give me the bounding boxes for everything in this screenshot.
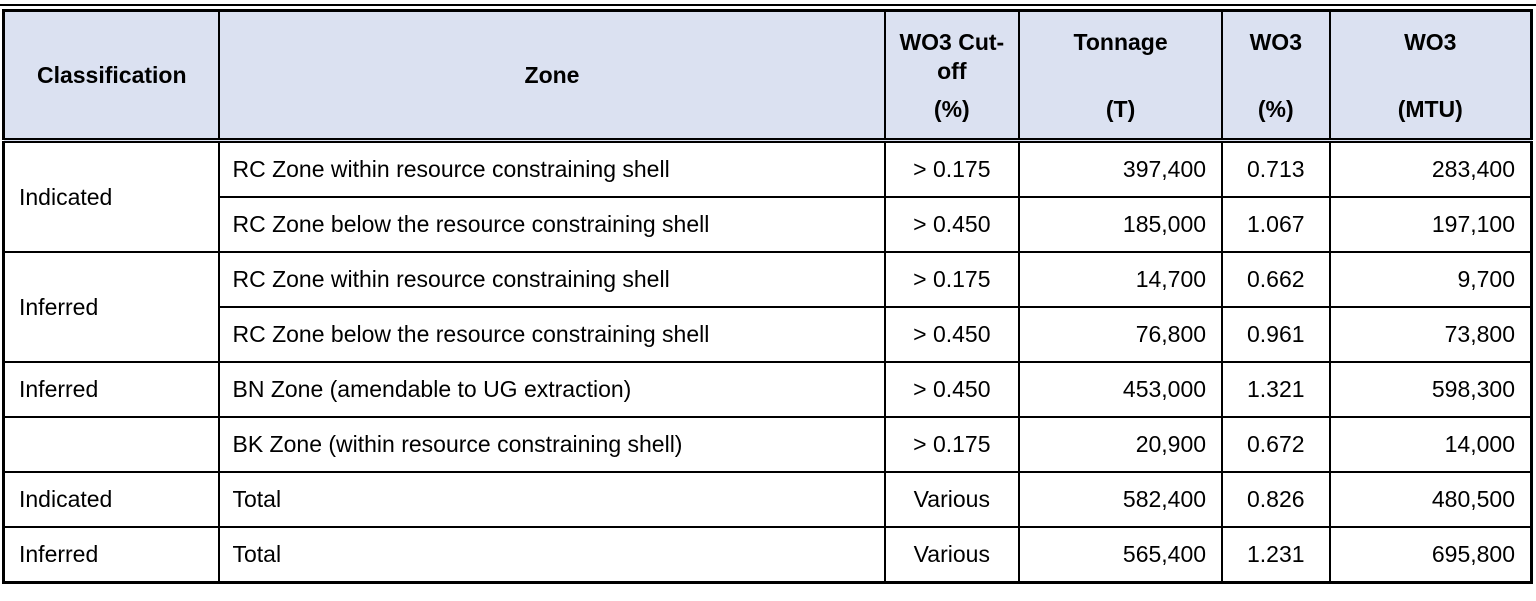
wo3-mtu-cell: 9,700 [1328, 251, 1533, 308]
mineral-resource-table: Classification Zone WO3 Cut-off (%) [2, 9, 1533, 584]
table-row: RC Zone below the resource constraining … [4, 196, 1533, 253]
cutoff-cell: > 0.175 [883, 251, 1021, 308]
header-classification: Classification [2, 9, 221, 143]
wo3-pct-cell: 0.826 [1221, 471, 1331, 528]
tonnage-cell: 76,800 [1018, 306, 1224, 363]
zone-cell: BN Zone (amendable to UG extraction) [218, 361, 886, 418]
header-row: Classification Zone WO3 Cut-off (%) [2, 9, 1533, 143]
cutoff-cell: Various [883, 526, 1021, 584]
wo3-mtu-cell: 283,400 [1328, 139, 1533, 198]
classification-cell: Inferred [2, 526, 221, 584]
classification-cell: Indicated [2, 471, 221, 528]
zone-cell: RC Zone below the resource constraining … [218, 306, 886, 363]
wo3-pct-cell: 1.321 [1221, 361, 1331, 418]
cutoff-cell: > 0.175 [883, 416, 1021, 473]
classification-cell: Indicated [2, 139, 221, 253]
wo3-mtu-cell: 695,800 [1328, 526, 1533, 584]
table-row: Inferred BN Zone (amendable to UG extrac… [2, 361, 1533, 418]
header-label: Classification [36, 61, 187, 88]
wo3-mtu-cell: 598,300 [1328, 361, 1533, 418]
classification-cell: Inferred [2, 251, 221, 363]
table-row: Inferred RC Zone within resource constra… [2, 251, 1533, 363]
header-label: WO3 [1249, 29, 1302, 55]
wo3-mtu-cell: 14,000 [1328, 416, 1533, 473]
header-unit: (T) [1105, 96, 1136, 123]
zone-cell: RC Zone within resource constraining she… [218, 251, 886, 308]
zone-cell: RC Zone within resource constraining she… [218, 139, 886, 198]
header-zone: Zone [218, 9, 886, 143]
wo3-pct-cell: 0.961 [1221, 306, 1331, 363]
header-wo3-pct: WO3 (%) [1221, 9, 1331, 143]
table-row: BK Zone (within resource constraining sh… [2, 416, 1533, 473]
cutoff-cell: > 0.450 [883, 306, 1021, 363]
classification-cell [2, 416, 221, 473]
table-row: Indicated RC Zone within resource constr… [2, 139, 1533, 253]
header-wo3-mtu: WO3 (MTU) [1328, 9, 1533, 143]
wo3-mtu-cell: 480,500 [1328, 471, 1533, 528]
header-label: Zone [524, 61, 580, 88]
header-label: WO3 Cut-off [899, 29, 1005, 84]
tonnage-cell: 565,400 [1018, 526, 1224, 584]
classification-cell: Inferred [2, 361, 221, 418]
header-unit: (MTU) [1397, 96, 1463, 123]
tonnage-cell: 582,400 [1018, 471, 1224, 528]
cutoff-cell: Various [883, 471, 1021, 528]
cutoff-cell: > 0.175 [883, 139, 1021, 198]
header-unit: (%) [933, 96, 970, 123]
wo3-pct-cell: 0.713 [1221, 139, 1331, 198]
table-row-total-indicated: Indicated Total Various 582,400 0.826 48… [2, 471, 1533, 528]
wo3-mtu-cell: 73,800 [1328, 306, 1533, 363]
wo3-mtu-cell: 197,100 [1328, 196, 1533, 253]
header-label: Tonnage [1073, 29, 1168, 55]
wo3-pct-cell: 0.672 [1221, 416, 1331, 473]
wo3-pct-cell: 1.231 [1221, 526, 1331, 584]
tonnage-cell: 14,700 [1018, 251, 1224, 308]
wo3-pct-cell: 1.067 [1221, 196, 1331, 253]
header-tonnage: Tonnage (T) [1018, 9, 1224, 143]
tonnage-cell: 397,400 [1018, 139, 1224, 198]
tonnage-cell: 453,000 [1018, 361, 1224, 418]
header-wo3-cutoff: WO3 Cut-off (%) [883, 9, 1021, 143]
zone-cell: Total [218, 526, 886, 584]
table-row-total-inferred: Inferred Total Various 565,400 1.231 695… [2, 526, 1533, 584]
header-unit: (%) [1257, 96, 1294, 123]
wo3-pct-cell: 0.662 [1221, 251, 1331, 308]
tonnage-cell: 185,000 [1018, 196, 1224, 253]
zone-cell: BK Zone (within resource constraining sh… [218, 416, 886, 473]
cutoff-cell: > 0.450 [883, 361, 1021, 418]
zone-cell: Total [218, 471, 886, 528]
tonnage-cell: 20,900 [1018, 416, 1224, 473]
top-horizontal-rule [0, 4, 1536, 6]
cutoff-cell: > 0.450 [883, 196, 1021, 253]
zone-cell: RC Zone below the resource constraining … [218, 196, 886, 253]
header-label: WO3 [1404, 29, 1457, 55]
table-row: RC Zone below the resource constraining … [4, 306, 1533, 363]
